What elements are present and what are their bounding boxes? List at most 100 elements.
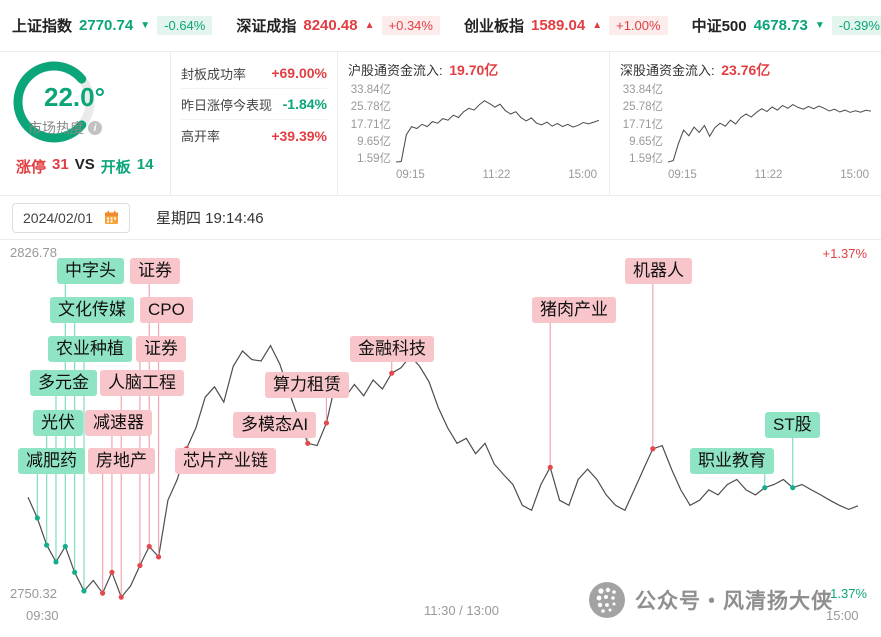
pct-min-label: -1.37% bbox=[825, 586, 867, 601]
flow-label: 沪股通资金流入: bbox=[348, 63, 443, 78]
sector-tag[interactable]: 农业种植 bbox=[48, 336, 132, 362]
sector-tag[interactable]: ST股 bbox=[765, 412, 820, 438]
sector-tag[interactable]: 猪肉产业 bbox=[532, 297, 616, 323]
index-name: 上证指数 bbox=[12, 18, 73, 35]
flow-line-chart bbox=[396, 100, 599, 163]
hk-sz-flow-panel: 深股通资金流入: 23.76亿 33.84亿 25.78亿 17.71亿 9.65亿 1… bbox=[609, 52, 881, 195]
market-heat-gauge bbox=[13, 61, 95, 143]
hk-sh-flow-panel: 沪股通资金流入: 19.70亿 33.84亿 25.78亿 17.71亿 9.65亿 1… bbox=[337, 52, 609, 195]
flow-label: 深股通资金流入: bbox=[620, 63, 715, 78]
sector-tag[interactable]: CPO bbox=[140, 297, 193, 323]
sector-tag[interactable]: 职业教育 bbox=[690, 448, 774, 474]
index-value: 4678.73 bbox=[753, 17, 808, 34]
index-value: 8240.48 bbox=[303, 17, 358, 34]
pct-max-label: +1.37% bbox=[822, 246, 867, 261]
flow-title: 深股通资金流入: 23.76亿 bbox=[616, 60, 871, 80]
main-chart: 中字头 证券 文化传媒 CPO 农业种植 证券 多元金 人脑工程 光伏 减速器 减肥药 房地产 芯片产业… bbox=[0, 240, 881, 637]
stat-row: 封板成功率 +69.00% bbox=[181, 58, 327, 89]
flow-title: 沪股通资金流入: 19.70亿 bbox=[344, 60, 599, 80]
sector-tag[interactable]: 房地产 bbox=[88, 448, 155, 474]
y-tick-label: 33.84亿 bbox=[622, 84, 663, 96]
sector-tag[interactable]: 减肥药 bbox=[18, 448, 85, 474]
limit-up-vs-open-row: 涨停 31 VS 开板 14 bbox=[16, 156, 153, 177]
y-tick-label: 25.78亿 bbox=[350, 101, 391, 114]
index-name: 中证500 bbox=[691, 18, 747, 35]
index-item: 中证500 4678.73 ▼ -0.39% bbox=[692, 15, 881, 36]
down-triangle-icon: ▼ bbox=[814, 20, 825, 31]
weekday-time: 星期四 19:14:46 bbox=[156, 210, 264, 227]
stat-row: 高开率 +39.39% bbox=[181, 120, 327, 151]
sector-tag[interactable]: 证券 bbox=[130, 258, 180, 284]
flow-y-axis: 33.84亿 25.78亿 17.71亿 9.65亿 1.59亿 bbox=[616, 84, 668, 165]
sector-tag[interactable]: 人脑工程 bbox=[100, 370, 184, 396]
index-change-badge: +1.00% bbox=[609, 16, 668, 35]
sector-tag[interactable]: 减速器 bbox=[85, 410, 152, 436]
flow-x-axis: 09:15 11:22 15:00 bbox=[344, 165, 599, 181]
y-max-label: 2826.78 bbox=[10, 245, 57, 260]
stat-value: -1.84% bbox=[282, 96, 327, 112]
sector-tag[interactable]: 多模态AI bbox=[233, 412, 317, 438]
sector-tag[interactable]: 中字头 bbox=[57, 258, 124, 284]
flow-plot bbox=[668, 85, 871, 165]
x-tick-open: 09:30 bbox=[26, 608, 59, 623]
index-item: 创业板指 1589.04 ▲ +1.00% bbox=[464, 15, 668, 36]
stat-row: 昨日涨停今表现 -1.84% bbox=[181, 89, 327, 120]
date-picker[interactable]: 2024/02/01 bbox=[12, 202, 130, 233]
open-board-label: 开板 bbox=[100, 159, 131, 176]
index-intraday-chart bbox=[27, 284, 859, 600]
open-board-value: 14 bbox=[136, 156, 154, 173]
heat-label-text: 市场热度 bbox=[28, 120, 84, 136]
x-tick-label: 11:22 bbox=[482, 169, 511, 181]
index-name: 深证成指 bbox=[236, 18, 297, 35]
sector-tag[interactable]: 金融科技 bbox=[350, 336, 434, 362]
market-heat-panel: 22.0° 市场热度 i 涨停 31 VS 开板 14 bbox=[0, 52, 170, 195]
index-item: 深证成指 8240.48 ▲ +0.34% bbox=[236, 15, 440, 36]
y-min-label: 2750.32 bbox=[10, 586, 57, 601]
sector-tag[interactable]: 多元金 bbox=[30, 370, 97, 396]
flow-chart: 33.84亿 25.78亿 17.71亿 9.65亿 1.59亿 bbox=[344, 84, 599, 165]
flow-plot bbox=[396, 85, 599, 165]
watermark-text: 公众号・风清扬大侠 bbox=[635, 590, 833, 613]
watermark: 公众号・风清扬大侠 bbox=[588, 581, 833, 619]
index-value: 1589.04 bbox=[530, 17, 586, 34]
flow-chart: 33.84亿 25.78亿 17.71亿 9.65亿 1.59亿 bbox=[616, 84, 871, 165]
x-tick-label: 09:15 bbox=[668, 169, 697, 181]
sector-tag[interactable]: 芯片产业链 bbox=[175, 448, 276, 474]
index-change-badge: +0.34% bbox=[381, 16, 440, 35]
sector-tags-layer: 中字头 证券 文化传媒 CPO 农业种植 证券 多元金 人脑工程 光伏 减速器 减肥药 房地产 芯片产业… bbox=[0, 240, 881, 637]
stat-label: 昨日涨停今表现 bbox=[181, 97, 273, 113]
index-item: 上证指数 2770.74 ▼ -0.64% bbox=[12, 15, 213, 36]
flow-line-chart bbox=[668, 104, 871, 163]
index-ticker-bar: 上证指数 2770.74 ▼ -0.64% 深证成指 8240.48 ▲ +0.34% 创业板指… bbox=[0, 0, 881, 52]
y-tick-label: 1.59亿 bbox=[357, 153, 391, 165]
info-icon[interactable]: i bbox=[88, 121, 102, 135]
y-tick-label: 25.78亿 bbox=[622, 101, 663, 114]
sector-tag[interactable]: 算力租赁 bbox=[265, 372, 349, 398]
x-tick-label: 15:00 bbox=[568, 169, 597, 181]
sector-tag[interactable]: 证券 bbox=[136, 336, 186, 362]
date-value: 2024/02/01 bbox=[23, 209, 94, 226]
sector-tag[interactable]: 文化传媒 bbox=[50, 297, 134, 323]
public-account-logo-icon bbox=[589, 582, 625, 618]
stat-value: +39.39% bbox=[271, 127, 327, 144]
market-overview-row: 22.0° 市场热度 i 涨停 31 VS 开板 14 封板成功率 +69.00%… bbox=[0, 52, 881, 196]
stat-label: 高开率 bbox=[181, 129, 221, 144]
flow-value: 23.76亿 bbox=[721, 62, 771, 78]
x-tick-label: 09:15 bbox=[396, 169, 425, 181]
up-triangle-icon: ▲ bbox=[364, 20, 375, 31]
limit-up-label: 涨停 bbox=[16, 159, 47, 176]
index-change-badge: -0.64% bbox=[157, 16, 213, 35]
stats-panel: 封板成功率 +69.00% 昨日涨停今表现 -1.84% 高开率 +39.39% bbox=[170, 52, 337, 195]
stat-value: +69.00% bbox=[271, 65, 327, 81]
date-bar: 2024/02/01 星期四 19:14:46 bbox=[0, 196, 881, 240]
y-tick-label: 1.59亿 bbox=[629, 153, 663, 165]
flow-y-axis: 33.84亿 25.78亿 17.71亿 9.65亿 1.59亿 bbox=[344, 84, 396, 165]
index-change-badge: -0.39% bbox=[831, 16, 881, 35]
flow-x-axis: 09:15 11:22 15:00 bbox=[616, 165, 871, 181]
limit-up-value: 31 bbox=[52, 156, 69, 173]
sector-tag[interactable]: 机器人 bbox=[625, 258, 692, 284]
y-tick-label: 33.84亿 bbox=[350, 84, 391, 96]
x-tick-label: 15:00 bbox=[840, 169, 869, 181]
sector-tag[interactable]: 光伏 bbox=[33, 410, 83, 436]
heat-label: 市场热度 i bbox=[28, 118, 102, 138]
